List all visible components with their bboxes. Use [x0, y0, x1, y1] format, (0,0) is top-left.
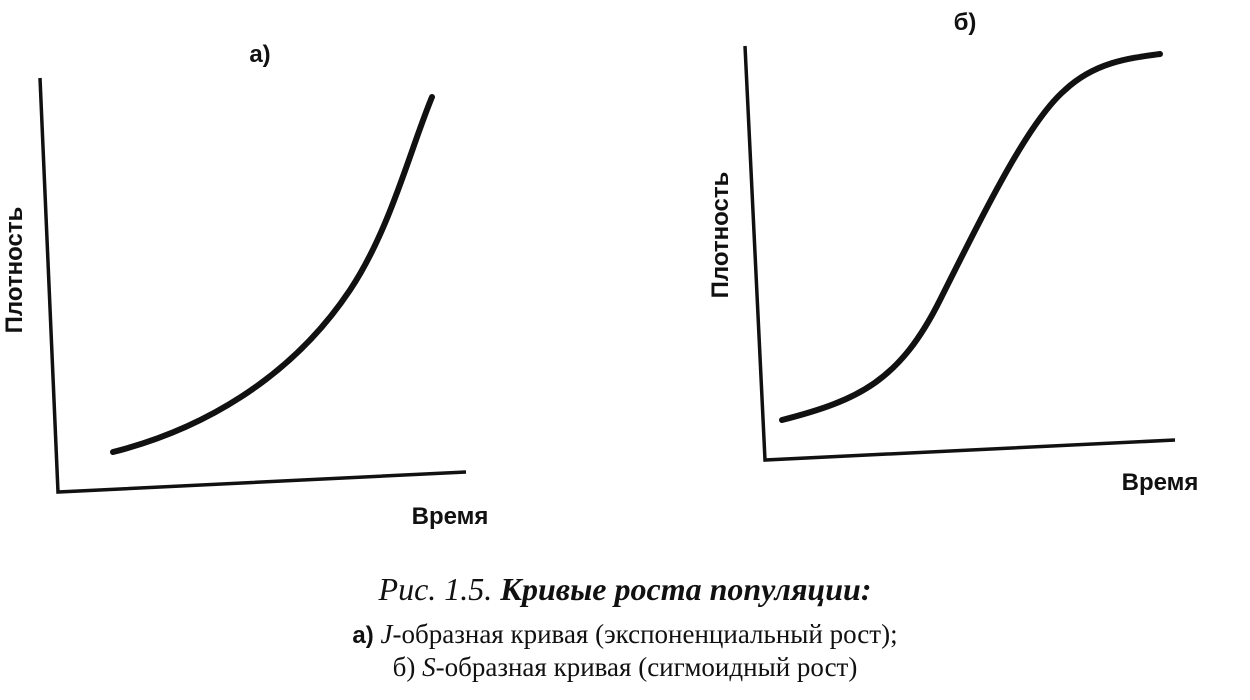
caption-number: Рис. 1.5. [378, 571, 493, 607]
caption-letter: J [381, 619, 395, 649]
y-axis-label: Плотность [1, 207, 28, 334]
panel-b: б) Плотность Время [707, 9, 1198, 496]
caption-heading: Рис. 1.5. Кривые роста популяции: [378, 571, 872, 607]
s-curve [779, 51, 1163, 423]
caption-letter: S [422, 652, 436, 682]
x-axis-label: Время [1122, 469, 1199, 496]
caption-text: -образная кривая (экспоненциальный рост)… [393, 619, 898, 649]
panel-label: а) [249, 41, 270, 68]
axes [743, 45, 1176, 462]
x-axis-label: Время [412, 503, 489, 530]
caption-marker: а) [352, 622, 373, 649]
y-axis-label: Плотность [707, 172, 734, 299]
caption-line: а) J-образная кривая (экспоненциальный р… [352, 619, 897, 649]
panel-label: б) [954, 9, 977, 36]
panel-a: а) Плотность Время [1, 41, 488, 530]
axes [38, 77, 467, 494]
caption-title: Кривые роста популяции: [499, 571, 871, 607]
caption-text: -образная кривая (сигмоидный рост) [436, 652, 858, 682]
caption-marker: б) [393, 652, 416, 682]
caption-line: б) S-образная кривая (сигмоидный рост) [393, 652, 858, 682]
j-curve [110, 94, 435, 455]
